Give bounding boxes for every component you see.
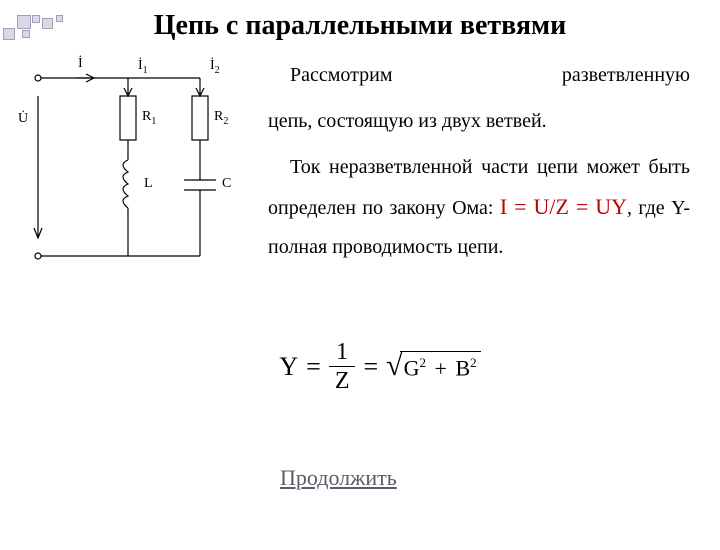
corner-decoration — [0, 10, 80, 50]
page-title: Цепь с параллельными ветвями — [0, 10, 720, 42]
label-I1: İ1 — [138, 58, 148, 76]
label-C: C — [222, 176, 231, 192]
formula-lhs: Y — [279, 352, 298, 382]
label-I: İ — [78, 56, 83, 72]
continue-link[interactable]: Продолжить — [280, 465, 397, 491]
formula-sqrt: √ G2 + B2 — [386, 351, 480, 381]
body-text: Рассмотрим разветвленную цепь, состоящую… — [268, 56, 690, 286]
label-L: L — [144, 176, 153, 192]
body-p1a: Рассмотрим — [290, 64, 393, 86]
formula-block: Y = 1 Z = √ G2 + B2 — [240, 340, 520, 393]
label-I2: İ2 — [210, 58, 220, 76]
body-p2: цепь, состоящую из двух ветвей. — [268, 102, 690, 140]
formula-frac: 1 Z — [329, 340, 356, 393]
formula-eq1: = — [306, 352, 321, 382]
body-p1b: разветвленную — [562, 64, 690, 86]
body-p3: Ток неразветвленной части цепи может быт… — [268, 148, 690, 266]
label-R2: R2 — [214, 109, 228, 127]
label-R1: R1 — [142, 109, 156, 127]
label-U: U̇ — [18, 111, 28, 127]
circuit-diagram: İ İ1 İ2 U̇ R1 R2 L C — [28, 56, 248, 286]
formula-eq2: = — [363, 352, 378, 382]
